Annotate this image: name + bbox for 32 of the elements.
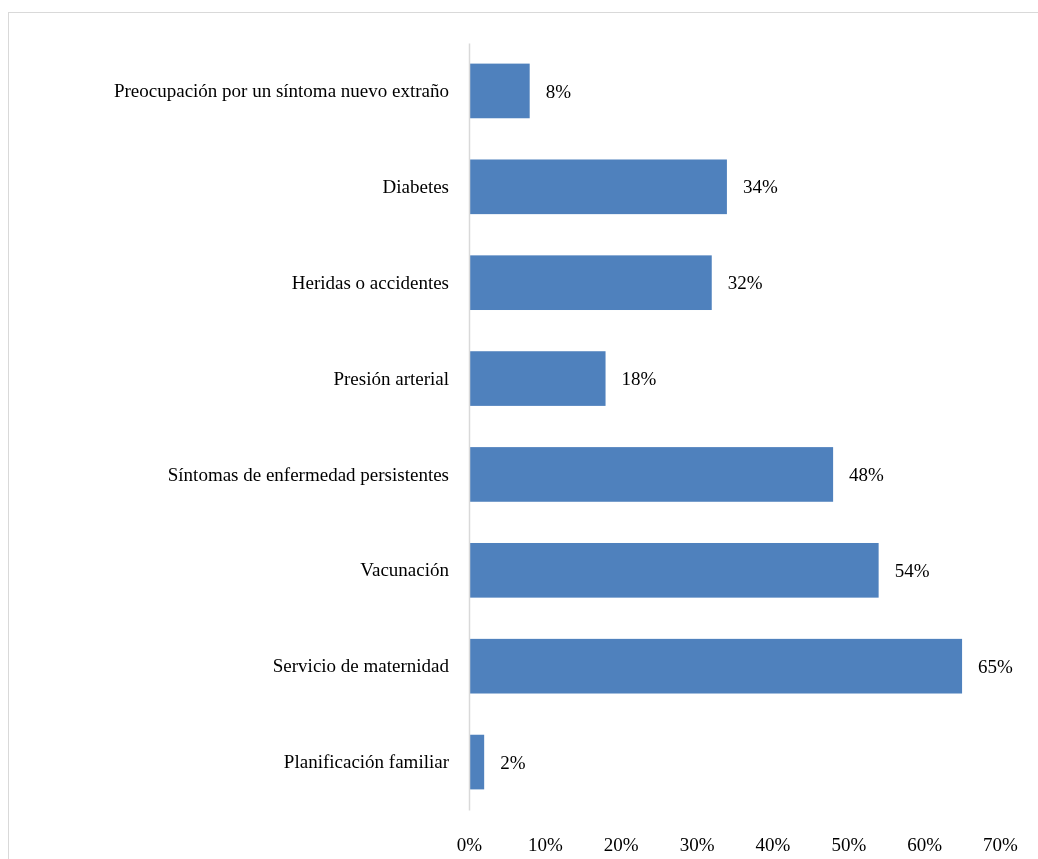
data-label: 54% bbox=[894, 559, 930, 581]
bar bbox=[469, 351, 606, 406]
bar bbox=[469, 255, 712, 311]
data-label: 48% bbox=[849, 464, 885, 486]
x-tick-label: 10% bbox=[527, 834, 563, 856]
x-tick-label: 70% bbox=[983, 834, 1019, 856]
y-tick-label: Servicio de maternidad bbox=[272, 655, 450, 677]
x-tick-label: 30% bbox=[679, 834, 715, 856]
bar bbox=[469, 542, 879, 598]
y-tick-label: Presión arterial bbox=[333, 367, 449, 389]
data-label: 32% bbox=[727, 272, 763, 294]
data-label: 8% bbox=[545, 80, 572, 102]
x-tick-label: 20% bbox=[603, 834, 639, 856]
bar bbox=[469, 734, 485, 790]
bar bbox=[469, 159, 727, 215]
y-tick-label: Heridas o accidentes bbox=[291, 271, 449, 293]
bar bbox=[469, 447, 834, 502]
data-label: 2% bbox=[500, 751, 526, 773]
x-tick-label: 60% bbox=[907, 834, 943, 856]
x-tick-label: 0% bbox=[456, 834, 483, 856]
data-label: 34% bbox=[742, 176, 778, 198]
y-tick-label: Diabetes bbox=[382, 175, 449, 197]
data-label: 65% bbox=[978, 655, 1014, 677]
y-tick-label: Planificación familiar bbox=[283, 751, 450, 773]
bar bbox=[469, 638, 963, 694]
y-tick-label: Vacunación bbox=[360, 559, 450, 581]
y-tick-label: Síntomas de enfermedad persistentes bbox=[167, 463, 449, 485]
x-tick-label: 40% bbox=[755, 834, 791, 856]
y-tick-label: Preocupación por un síntoma nuevo extraño bbox=[113, 80, 449, 102]
data-label: 18% bbox=[621, 368, 657, 390]
x-tick-label: 50% bbox=[831, 834, 867, 856]
bar bbox=[469, 63, 530, 119]
